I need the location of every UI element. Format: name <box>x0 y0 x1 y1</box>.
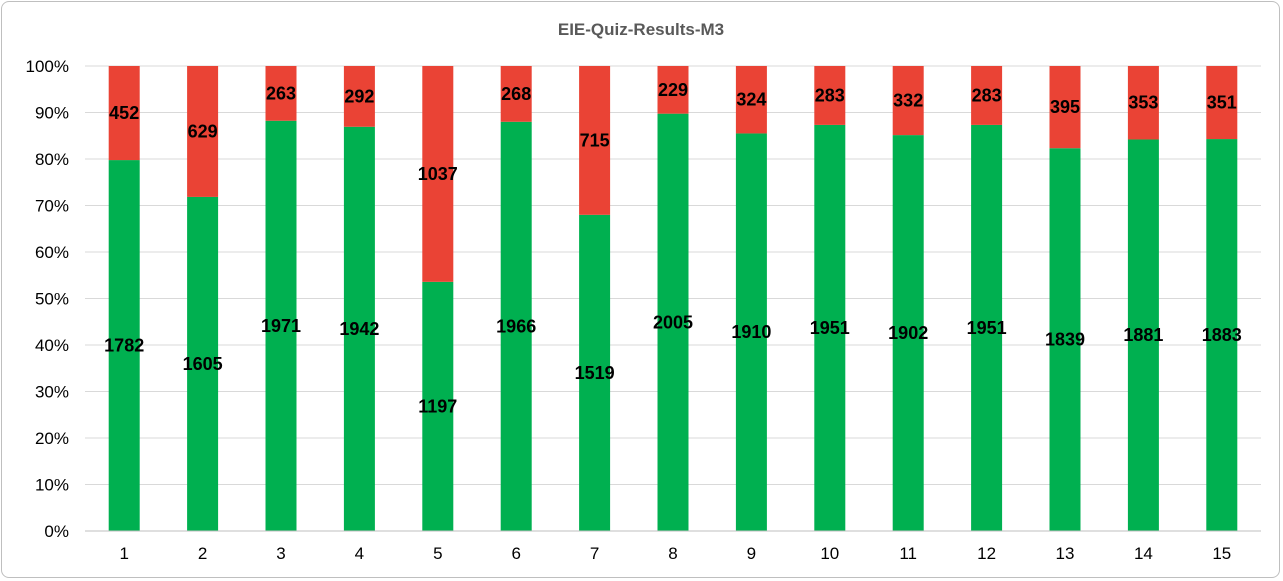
data-labels: 1782 452 1605 629 1971 263 1942 292 1197 1037 1966… <box>104 80 1242 417</box>
y-tick-label: 20% <box>35 429 69 448</box>
data-label-series-1: 1197 <box>418 396 457 416</box>
data-label-series-1: 1782 <box>104 336 144 356</box>
data-label-series-2: 452 <box>109 103 139 123</box>
bar-segment-series-2 <box>422 66 454 282</box>
x-axis: 1 2 3 4 5 6 7 8 9 10 11 12 13 14 15 <box>85 530 1261 563</box>
y-tick-label: 40% <box>35 336 69 355</box>
data-label-series-2: 395 <box>1050 97 1080 117</box>
x-tick-label: 1 <box>119 544 128 563</box>
data-label-series-2: 268 <box>501 84 531 104</box>
data-label-series-2: 324 <box>736 90 766 110</box>
bar-segment-series-2 <box>892 66 924 136</box>
y-axis: 0% 10% 20% 30% 40% 50% 60% 70% 80% 90% 100% <box>26 57 69 541</box>
data-label-series-2: 353 <box>1128 93 1158 113</box>
bar-segment-series-2 <box>579 66 611 215</box>
bar-segment-series-2 <box>1049 66 1081 149</box>
data-label-series-1: 1942 <box>339 319 379 339</box>
x-tick-label: 11 <box>899 544 917 563</box>
bar-segment-series-1 <box>422 281 454 531</box>
x-tick-label: 13 <box>1056 544 1075 563</box>
data-label-series-1: 1951 <box>810 318 850 338</box>
x-tick-label: 6 <box>511 544 520 563</box>
bar-segment-series-2 <box>1127 66 1159 140</box>
bar-segment-series-1 <box>1206 139 1238 531</box>
x-tick-label: 5 <box>433 544 442 563</box>
bar-segment-series-2 <box>500 66 532 122</box>
x-tick-label: 14 <box>1134 544 1153 563</box>
x-tick-label: 15 <box>1212 544 1231 563</box>
data-label-series-1: 1839 <box>1045 330 1085 350</box>
data-label-series-1: 1910 <box>731 322 771 342</box>
data-label-series-2: 283 <box>815 85 845 105</box>
data-label-series-2: 715 <box>580 130 610 150</box>
bar-segment-series-1 <box>1049 148 1081 531</box>
bar-segment-series-2 <box>108 66 140 161</box>
data-label-series-1: 1519 <box>575 363 615 383</box>
bar-segment-series-2 <box>343 66 375 127</box>
data-label-series-1: 2005 <box>653 312 693 332</box>
data-label-series-2: 332 <box>893 91 923 111</box>
x-tick-label: 4 <box>355 544 364 563</box>
bar-segment-series-1 <box>892 135 924 532</box>
bar-segment-series-2 <box>1206 66 1238 140</box>
x-tick-label: 3 <box>276 544 285 563</box>
chart-title: EIE-Quiz-Results-M3 <box>558 20 724 39</box>
data-label-series-1: 1902 <box>888 323 928 343</box>
data-label-series-1: 1881 <box>1123 325 1163 345</box>
bar-segment-series-1 <box>108 160 140 531</box>
data-label-series-2: 1037 <box>418 164 458 184</box>
bar-segment-series-1 <box>265 120 297 531</box>
bar-segment-series-1 <box>1127 139 1159 531</box>
x-tick-label: 9 <box>747 544 756 563</box>
bar-segment-series-1 <box>971 124 1003 531</box>
bar-segment-series-1 <box>187 196 219 531</box>
x-tick-label: 8 <box>668 544 677 563</box>
data-label-series-2: 263 <box>266 83 296 103</box>
data-label-series-1: 1883 <box>1202 325 1242 345</box>
bar-segment-series-1 <box>814 124 846 531</box>
data-label-series-2: 629 <box>188 121 218 141</box>
bar-segment-series-2 <box>971 66 1003 125</box>
y-tick-label: 60% <box>35 243 69 262</box>
bar-segment-series-2 <box>814 66 846 125</box>
bar-segment-series-1 <box>657 113 689 531</box>
x-tick-label: 12 <box>977 544 996 563</box>
data-label-series-1: 1951 <box>967 318 1007 338</box>
bar-segment-series-1 <box>735 133 767 531</box>
x-tick-label: 2 <box>198 544 207 563</box>
bar-segment-series-2 <box>657 66 689 114</box>
data-label-series-2: 229 <box>658 80 688 100</box>
y-tick-label: 10% <box>35 476 69 495</box>
bar-segment-series-2 <box>735 66 767 134</box>
y-tick-label: 70% <box>35 197 69 216</box>
bar-segment-series-2 <box>265 66 297 121</box>
data-label-series-2: 283 <box>972 85 1002 105</box>
data-label-series-1: 1605 <box>183 354 223 374</box>
y-tick-label: 0% <box>44 522 69 541</box>
y-tick-label: 30% <box>35 383 69 402</box>
x-tick-label: 7 <box>590 544 599 563</box>
bar-segment-series-1 <box>343 126 375 531</box>
y-tick-label: 50% <box>35 290 69 309</box>
data-label-series-1: 1966 <box>496 316 536 336</box>
y-tick-label: 100% <box>26 57 69 76</box>
bar-segment-series-1 <box>579 214 611 531</box>
bar-segment-series-1 <box>500 121 532 531</box>
bar-segment-series-2 <box>187 66 219 197</box>
data-label-series-1: 1971 <box>261 316 301 336</box>
y-tick-label: 80% <box>35 150 69 169</box>
data-label-series-2: 292 <box>344 86 374 106</box>
bars <box>108 66 1238 532</box>
x-tick-label: 10 <box>820 544 839 563</box>
y-tick-label: 90% <box>35 104 69 123</box>
data-label-series-2: 351 <box>1207 93 1237 113</box>
